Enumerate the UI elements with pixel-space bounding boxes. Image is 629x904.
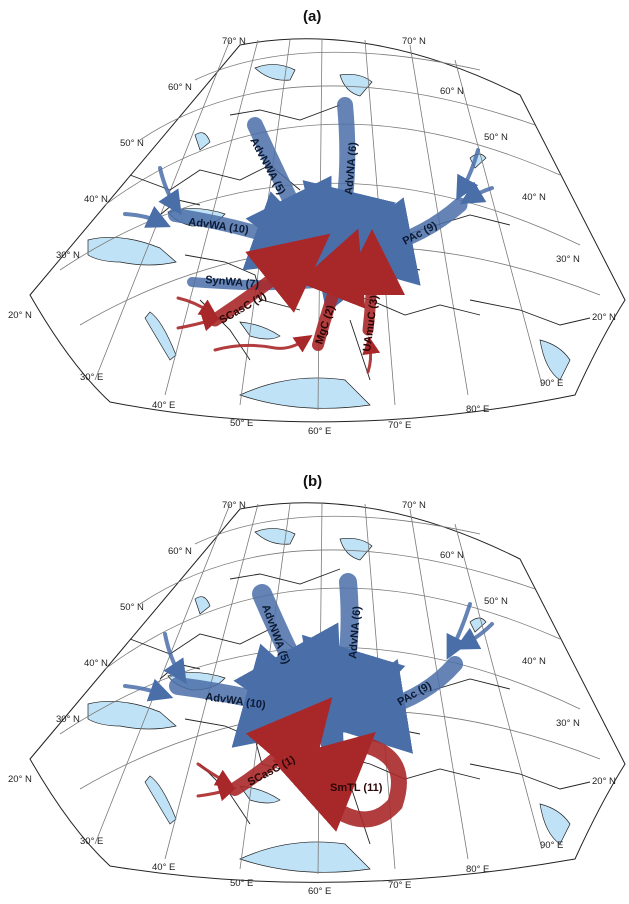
lon-label: 30° E: [80, 836, 103, 847]
bay-of-bengal: [539, 339, 571, 381]
lon-label: 40° E: [152, 862, 175, 873]
lat-label: 50° N: [484, 596, 508, 607]
label-synwa: SynWA (7): [205, 274, 260, 291]
baltic-sea: [194, 132, 211, 151]
lon-label: 70° E: [388, 880, 411, 891]
lon-label: 40° E: [152, 400, 175, 411]
lat-label: 50° N: [120, 602, 144, 613]
lat-label: 40° N: [84, 658, 108, 669]
panel-b-title: (b): [303, 473, 323, 490]
flow-pac-arrow: [310, 656, 463, 754]
flow-small-2: [123, 206, 171, 228]
flow-red-small-2: [176, 313, 221, 332]
panel-a-title: (a): [303, 8, 322, 25]
flow-small-4: [454, 622, 494, 650]
flow-red-small-3: [213, 335, 313, 353]
lat-label: 20° N: [8, 774, 32, 785]
flow-small-4: [459, 181, 494, 205]
mediterranean-sea: [87, 236, 177, 266]
lat-label: 20° N: [8, 310, 32, 321]
flow-red-small-4: [362, 336, 381, 374]
lat-label: 50° N: [484, 132, 508, 143]
arabian-sea: [239, 377, 371, 409]
lat-label: 30° N: [56, 250, 80, 261]
arctic-sea-2: [339, 73, 373, 97]
lat-label: 30° N: [556, 254, 580, 265]
label-advna: AdvNA (6): [347, 605, 364, 659]
label-advna: AdvNA (6): [343, 141, 360, 195]
lon-label: 50° E: [230, 878, 253, 889]
flow-small-2: [123, 678, 174, 702]
flow-scasc-arrow: [208, 233, 331, 327]
red-flows: [196, 697, 407, 832]
lat-label: 70° N: [222, 36, 246, 47]
flow-red-small-1: [196, 762, 234, 787]
lon-label: 60° E: [308, 886, 331, 897]
lon-label: 80° E: [466, 404, 489, 415]
lat-label: 60° N: [440, 550, 464, 561]
bay-of-bengal: [539, 803, 571, 845]
flow-small-1: [158, 166, 182, 215]
mediterranean-sea: [87, 700, 177, 730]
lat-label: 70° N: [402, 36, 426, 47]
lon-label: 70° E: [388, 420, 411, 431]
red-flows: [176, 228, 405, 374]
lat-label: 60° N: [168, 546, 192, 557]
lon-label: 30° E: [80, 372, 103, 383]
arabian-sea: [239, 841, 371, 873]
lon-label: 60° E: [308, 426, 331, 437]
lat-label: 30° N: [556, 718, 580, 729]
flow-uamuc-arrow: [338, 229, 405, 336]
lat-label: 20° N: [592, 776, 616, 787]
flow-red-small-1: [176, 296, 218, 317]
red-sea: [144, 311, 177, 361]
lon-label: 50° E: [230, 418, 253, 429]
lat-label: 40° N: [522, 656, 546, 667]
lat-label: 20° N: [592, 312, 616, 323]
lat-label: 70° N: [402, 500, 426, 511]
red-sea: [144, 775, 177, 825]
label-smtl: SmTL (11): [330, 782, 383, 794]
blue-flows: [123, 573, 494, 757]
flow-small-1: [163, 632, 187, 684]
lat-label: 40° N: [522, 192, 546, 203]
lat-label: 30° N: [56, 714, 80, 725]
lat-label: 50° N: [120, 138, 144, 149]
map-panel-b: AdvNWA (5) AdvNA (6) AdvWA (10) PAc (9) …: [8, 500, 626, 897]
flow-red-small-2: [196, 783, 237, 802]
baltic-sea: [194, 596, 211, 615]
lon-label: 90° E: [540, 840, 563, 851]
lon-label: 90° E: [540, 378, 563, 389]
lat-label: 40° N: [84, 194, 108, 205]
lat-label: 70° N: [222, 500, 246, 511]
flow-small-3: [446, 602, 472, 660]
lat-label: 60° N: [440, 86, 464, 97]
lat-label: 60° N: [168, 82, 192, 93]
map-panel-a: AdvNWA (5) AdvNA (6) AdvWA (10) PAc (9) …: [8, 36, 626, 437]
flow-smtl-arrow: [272, 732, 407, 832]
lon-label: 80° E: [466, 864, 489, 875]
arctic-sea-2: [339, 537, 373, 561]
